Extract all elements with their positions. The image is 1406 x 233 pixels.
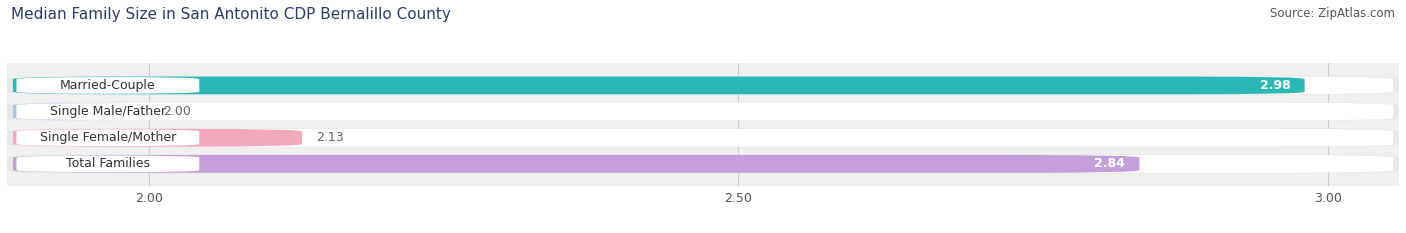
FancyBboxPatch shape [17, 156, 200, 172]
FancyBboxPatch shape [17, 77, 200, 94]
FancyBboxPatch shape [7, 102, 1399, 121]
FancyBboxPatch shape [13, 76, 1305, 94]
Text: Single Female/Mother: Single Female/Mother [39, 131, 176, 144]
Text: Married-Couple: Married-Couple [60, 79, 156, 92]
FancyBboxPatch shape [13, 155, 1139, 173]
FancyBboxPatch shape [13, 129, 1393, 147]
Text: 2.98: 2.98 [1260, 79, 1291, 92]
Text: Source: ZipAtlas.com: Source: ZipAtlas.com [1270, 7, 1395, 20]
Text: Median Family Size in San Antonito CDP Bernalillo County: Median Family Size in San Antonito CDP B… [11, 7, 451, 22]
FancyBboxPatch shape [17, 103, 200, 120]
FancyBboxPatch shape [13, 103, 1393, 120]
FancyBboxPatch shape [13, 103, 149, 120]
FancyBboxPatch shape [7, 76, 1399, 95]
FancyBboxPatch shape [13, 76, 1393, 94]
FancyBboxPatch shape [13, 129, 302, 147]
FancyBboxPatch shape [17, 129, 200, 146]
FancyBboxPatch shape [7, 154, 1399, 174]
Text: 2.13: 2.13 [316, 131, 343, 144]
Text: 2.00: 2.00 [163, 105, 191, 118]
Text: Total Families: Total Families [66, 158, 150, 170]
Text: 2.84: 2.84 [1094, 158, 1125, 170]
FancyBboxPatch shape [13, 155, 1393, 173]
Text: Single Male/Father: Single Male/Father [49, 105, 166, 118]
FancyBboxPatch shape [7, 128, 1399, 147]
